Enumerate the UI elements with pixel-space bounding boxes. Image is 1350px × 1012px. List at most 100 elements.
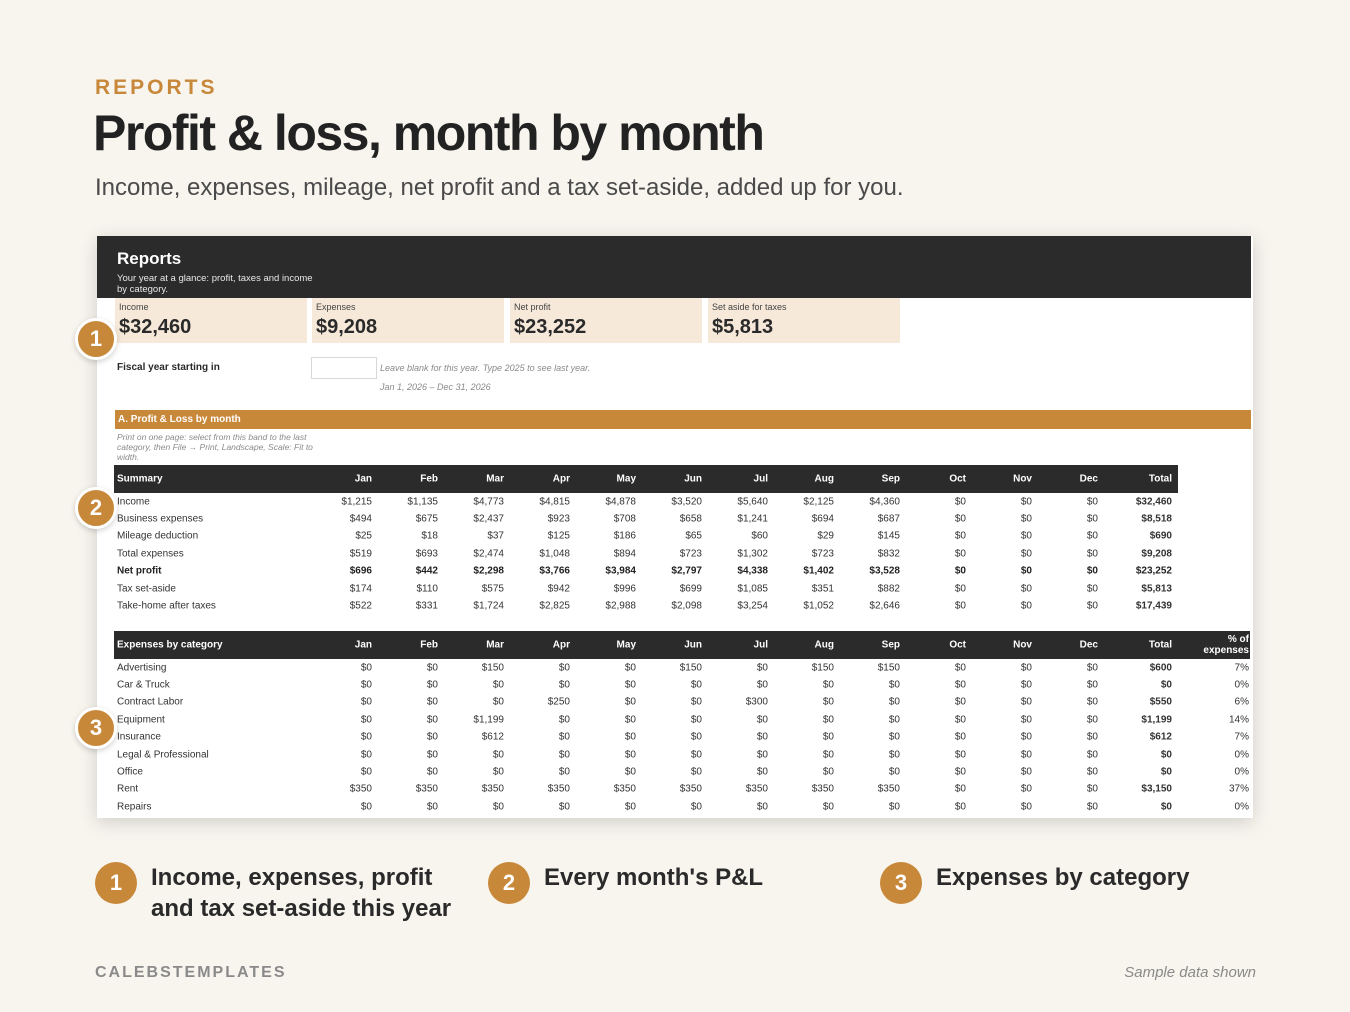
column-header: Aug — [814, 473, 834, 485]
cell-value: $25 — [355, 530, 372, 542]
cell-value: $4,773 — [473, 496, 504, 508]
row-label: Income — [117, 496, 150, 508]
table-header: Summary Jan Feb Mar Apr May Jun Jul Aug Sep Oct Nov… — [114, 465, 1178, 493]
cell-value: $693 — [415, 548, 438, 560]
cell-value: $612 — [481, 731, 504, 743]
column-header: Total — [1148, 639, 1172, 651]
cell-value: $575 — [481, 583, 504, 595]
column-header: Total — [1148, 473, 1172, 485]
cell-value: $0 — [1020, 600, 1032, 612]
cell-value: $0 — [756, 801, 768, 813]
cell-value: $0 — [360, 679, 372, 691]
brand-name: CALEBSTEMPLATES — [95, 964, 287, 981]
cell-value: $0 — [624, 731, 636, 743]
cell-value: $150 — [811, 662, 834, 674]
cell-value: $0 — [1020, 696, 1032, 708]
fiscal-year-label: Fiscal year starting in — [117, 362, 220, 373]
kpi-expenses: Expenses $9,208 — [312, 298, 504, 343]
table-row: Car & Truck $0 $0 $0 $0 $0 $0 $0 $0 $0 $0 $0 $0 $0 0% — [114, 676, 1250, 693]
cell-value: $2,474 — [473, 548, 504, 560]
cell-value: $0 — [1020, 513, 1032, 525]
cell-value: $1,302 — [737, 548, 768, 560]
cell-value: $658 — [679, 513, 702, 525]
cell-value: $0 — [624, 662, 636, 674]
cell-value: $0 — [1086, 679, 1098, 691]
kpi-label: Expenses — [316, 302, 356, 312]
cell-value: $0 — [1020, 548, 1032, 560]
cell-value: $150 — [877, 662, 900, 674]
table-title: Summary — [117, 473, 163, 485]
cell-value: $0 — [426, 801, 438, 813]
cell-value: $0 — [1086, 662, 1098, 674]
column-header: Sep — [881, 639, 900, 651]
cell-value: $696 — [349, 565, 372, 577]
cell-value: $4,338 — [737, 565, 768, 577]
row-total: $17,439 — [1135, 600, 1172, 612]
legend-number-3: 3 — [880, 862, 922, 904]
cell-value: $0 — [888, 696, 900, 708]
cell-value: $0 — [1020, 496, 1032, 508]
cell-value: $0 — [624, 696, 636, 708]
row-total: $0 — [1160, 749, 1172, 761]
kpi-label: Net profit — [514, 302, 551, 312]
column-header: Apr — [552, 639, 570, 651]
cell-value: $0 — [1020, 679, 1032, 691]
table-row: Net profit $696 $442 $2,298 $3,766 $3,984 $2,7… — [114, 563, 1178, 580]
row-label: Contract Labor — [117, 696, 184, 708]
row-pct: 0% — [1234, 801, 1249, 813]
cell-value: $0 — [426, 714, 438, 726]
kpi-label: Income — [119, 302, 149, 312]
row-pct: 0% — [1234, 679, 1249, 691]
sheet-header: Reports Your year at a glance: profit, t… — [97, 236, 1251, 298]
cell-value: $0 — [888, 679, 900, 691]
table-row: Equipment $0 $0 $1,199 $0 $0 $0 $0 $0 $0 $0 $0 $0 $1,… — [114, 711, 1250, 728]
pct-header-line-2: expenses — [1203, 645, 1249, 656]
row-total: $0 — [1160, 801, 1172, 813]
table-row: Total expenses $519 $693 $2,474 $1,048 $894 $7… — [114, 545, 1178, 562]
row-label: Business expenses — [117, 513, 204, 525]
cell-value: $0 — [1086, 496, 1098, 508]
legend-text-3: Expenses by category — [936, 864, 1190, 891]
summary-table: Summary Jan Feb Mar Apr May Jun Jul Aug Sep Oct Nov… — [114, 465, 1178, 615]
column-header: Sep — [881, 473, 900, 485]
cell-value: $60 — [751, 530, 768, 542]
cell-value: $0 — [822, 766, 834, 778]
cell-value: $0 — [1020, 766, 1032, 778]
column-header: Jul — [753, 473, 768, 485]
row-total: $0 — [1160, 766, 1172, 778]
cell-value: $0 — [954, 600, 966, 612]
kpi-value: $32,460 — [119, 316, 192, 338]
cell-value: $3,528 — [869, 565, 900, 577]
cell-value: $2,437 — [473, 513, 504, 525]
cell-value: $0 — [492, 766, 504, 778]
column-header: May — [616, 639, 636, 651]
row-total: $600 — [1149, 662, 1172, 674]
cell-value: $0 — [888, 801, 900, 813]
column-header: Dec — [1079, 639, 1098, 651]
cell-value: $0 — [1020, 583, 1032, 595]
cell-value: $0 — [360, 714, 372, 726]
cell-value: $923 — [547, 513, 570, 525]
cell-value: $0 — [1020, 530, 1032, 542]
row-label: Office — [117, 766, 143, 778]
cell-value: $687 — [877, 513, 900, 525]
cell-value: $0 — [360, 749, 372, 761]
cell-value: $0 — [1086, 801, 1098, 813]
table-row: Mileage deduction $25 $18 $37 $125 $186 $65 $60… — [114, 528, 1178, 545]
cell-value: $0 — [954, 783, 966, 795]
cell-value: $150 — [679, 662, 702, 674]
cell-value: $0 — [558, 714, 570, 726]
cell-value: $3,520 — [671, 496, 702, 508]
cell-value: $350 — [481, 783, 504, 795]
sheet-subtitle: Your year at a glance: profit, taxes and… — [117, 273, 313, 295]
column-header: Feb — [420, 639, 438, 651]
cell-value: $1,215 — [341, 496, 372, 508]
fiscal-year-input[interactable] — [311, 357, 377, 379]
kpi-value: $9,208 — [316, 316, 378, 338]
cell-value: $0 — [954, 583, 966, 595]
cell-value: $4,360 — [869, 496, 900, 508]
row-total: $9,208 — [1141, 548, 1172, 560]
cell-value: $2,825 — [539, 600, 570, 612]
kpi-net-profit: Net profit $23,252 — [510, 298, 702, 343]
cell-value: $300 — [745, 696, 768, 708]
